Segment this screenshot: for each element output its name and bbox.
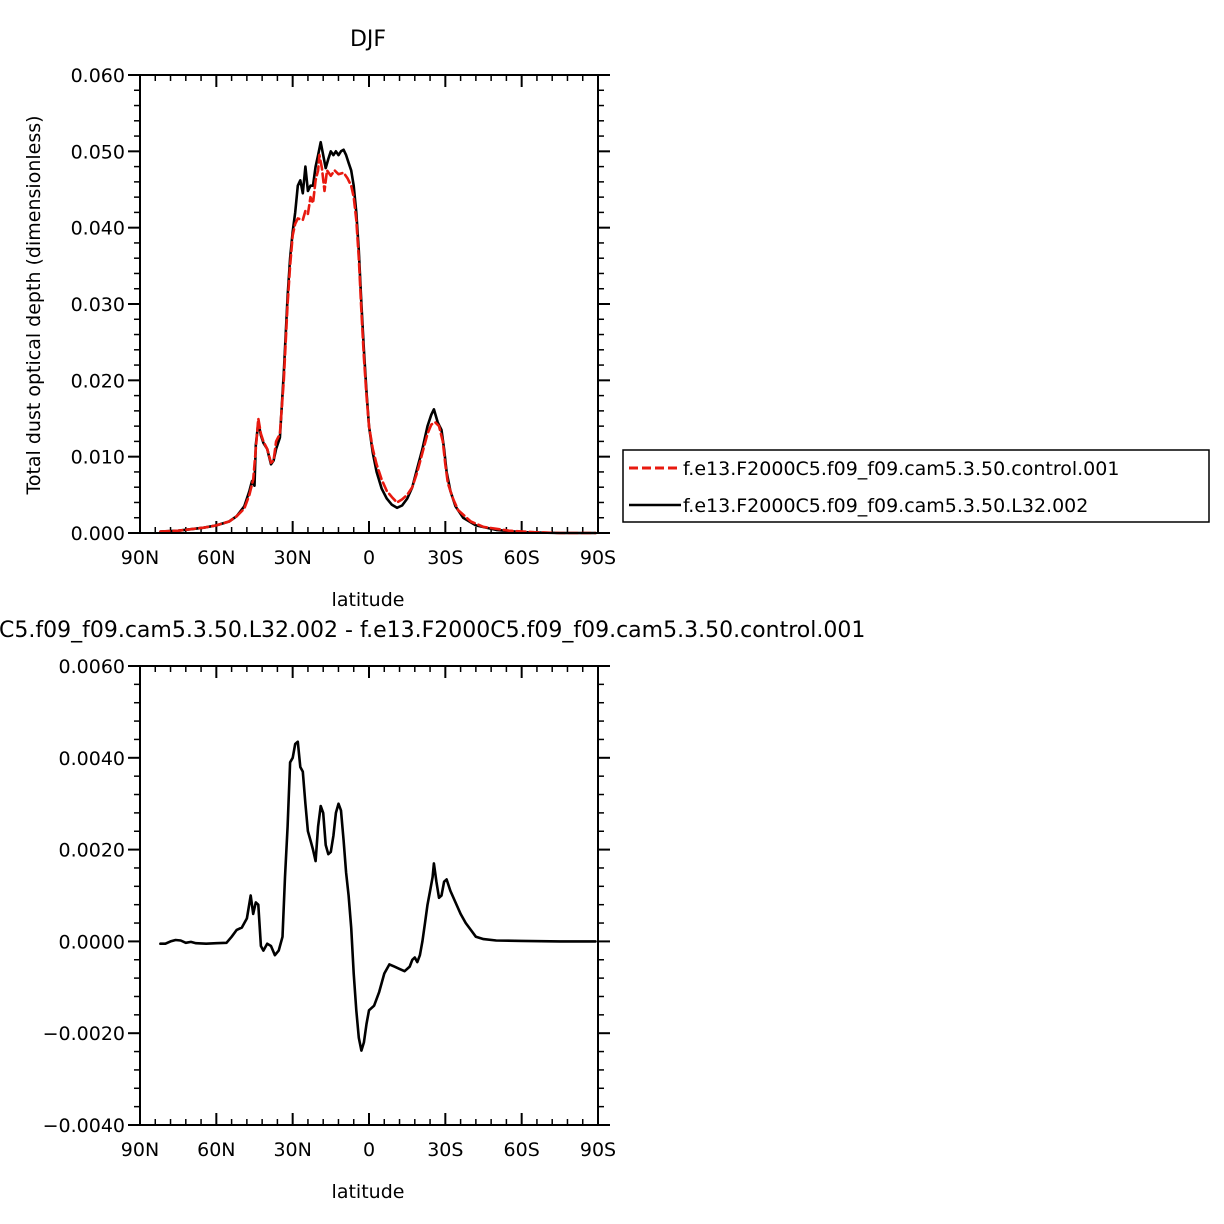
bottom-xtick-label: 90S bbox=[580, 1139, 616, 1161]
bottom-ytick-label: 0.0060 bbox=[59, 656, 125, 678]
bottom-ytick-label: −0.0040 bbox=[43, 1115, 125, 1137]
top-plot-xlabel: latitude bbox=[332, 589, 405, 611]
bottom-plot-lines bbox=[159, 740, 597, 1052]
top-plot-ylabel: Total dust optical depth (dimensionless) bbox=[23, 115, 45, 495]
bottom-plot-xlabel: latitude bbox=[332, 1181, 405, 1203]
top-xtick-label: 90S bbox=[580, 547, 616, 569]
top-ytick-label: 0.050 bbox=[71, 141, 125, 163]
bottom-xtick-label: 30N bbox=[273, 1139, 311, 1161]
top-plot-title: DJF bbox=[350, 27, 386, 52]
bottom-xtick-label: 0 bbox=[363, 1139, 375, 1161]
top-xtick-label: 60N bbox=[197, 547, 235, 569]
bottom-xtick-label: 90N bbox=[121, 1139, 159, 1161]
bottom-xtick-label: 60N bbox=[197, 1139, 235, 1161]
top-xtick-label: 30N bbox=[273, 547, 311, 569]
bottom-ytick-label: 0.0020 bbox=[59, 840, 125, 862]
top-ytick-label: 0.040 bbox=[71, 218, 125, 240]
bottom-ytick-label: −0.0020 bbox=[43, 1023, 125, 1045]
bottom-plot: f.e13.F2000C5.f09_f09.cam5.3.50.L32.002 … bbox=[0, 618, 865, 1203]
bottom-series-line-0 bbox=[159, 740, 597, 1052]
top-xtick-label: 60S bbox=[504, 547, 540, 569]
top-ytick-label: 0.010 bbox=[71, 447, 125, 469]
top-plot-lines bbox=[159, 140, 597, 535]
top-ytick-label: 0.000 bbox=[71, 523, 125, 545]
bottom-plot-frame bbox=[139, 665, 599, 1126]
bottom-plot-title: f.e13.F2000C5.f09_f09.cam5.3.50.L32.002 … bbox=[0, 618, 865, 643]
top-plot-ticks: 90N 60N 30N 0 30S 60S 90S 0.000 0.010 0.020 0.030 0… bbox=[71, 65, 617, 569]
bottom-xtick-label: 30S bbox=[427, 1139, 463, 1161]
top-xtick-label: 90N bbox=[121, 547, 159, 569]
bottom-ytick-label: 0.0040 bbox=[59, 748, 125, 770]
bottom-ytick-label: 0.0000 bbox=[59, 931, 125, 953]
legend-box bbox=[622, 449, 1210, 523]
legend: f.e13.F2000C5.f09_f09.cam5.3.50.control.… bbox=[622, 449, 1210, 523]
top-series-line-0 bbox=[159, 153, 597, 535]
bottom-xtick-label: 60S bbox=[504, 1139, 540, 1161]
top-ytick-label: 0.020 bbox=[71, 370, 125, 392]
top-plot: DJF Total dust optical depth (dimensionl… bbox=[23, 27, 616, 611]
top-ytick-label: 0.030 bbox=[71, 294, 125, 316]
top-plot-frame bbox=[139, 74, 599, 534]
top-xtick-label: 0 bbox=[363, 547, 375, 569]
top-ytick-label: 0.060 bbox=[71, 65, 125, 87]
top-xtick-label: 30S bbox=[427, 547, 463, 569]
legend-label-control: f.e13.F2000C5.f09_f09.cam5.3.50.control.… bbox=[683, 458, 1119, 480]
top-series-line-1 bbox=[159, 140, 597, 535]
bottom-plot-ticks: 90N 60N 30N 0 30S 60S 90S −0.0040 −0.0020 0.0000 0… bbox=[43, 656, 617, 1161]
legend-label-l32: f.e13.F2000C5.f09_f09.cam5.3.50.L32.002 bbox=[683, 495, 1088, 517]
